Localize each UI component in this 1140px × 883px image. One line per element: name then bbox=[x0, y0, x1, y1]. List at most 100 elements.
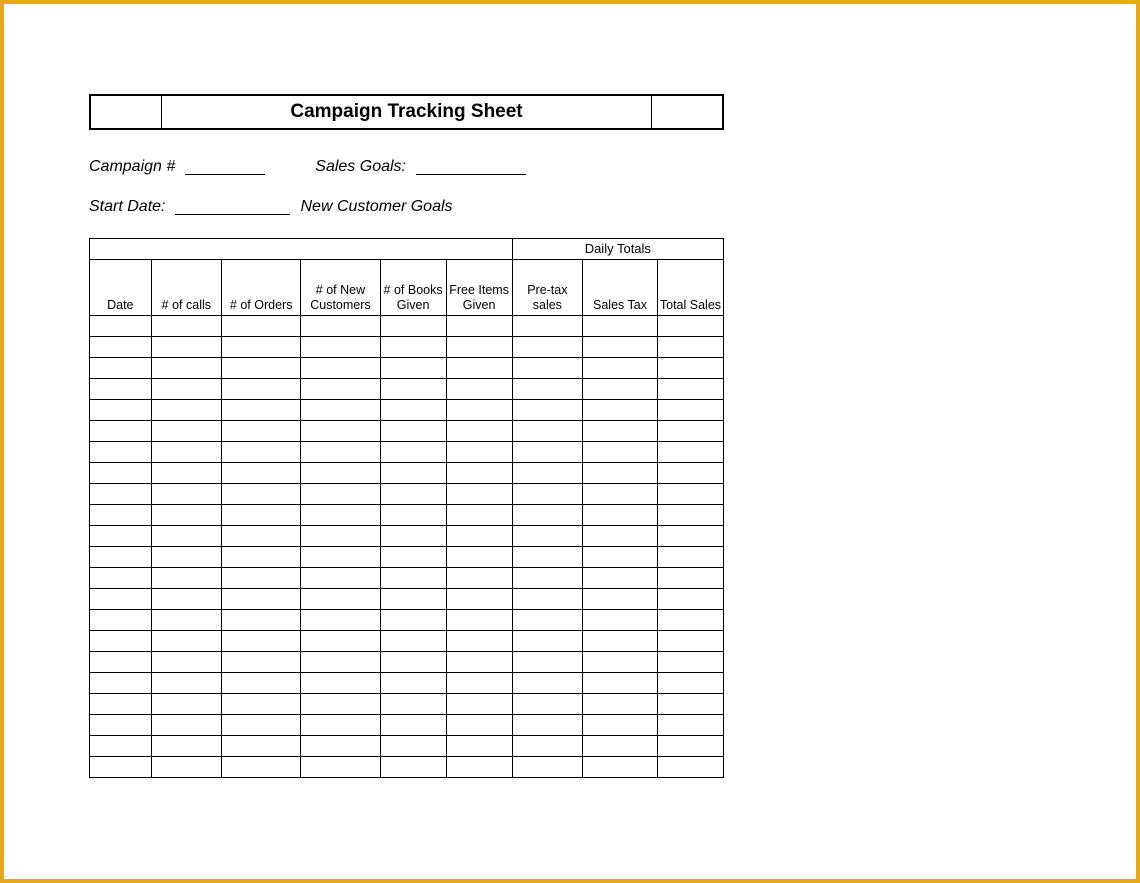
table-cell[interactable] bbox=[90, 462, 152, 483]
table-cell[interactable] bbox=[583, 525, 658, 546]
table-cell[interactable] bbox=[222, 462, 301, 483]
table-cell[interactable] bbox=[380, 378, 446, 399]
table-cell[interactable] bbox=[90, 609, 152, 630]
table-cell[interactable] bbox=[222, 504, 301, 525]
table-cell[interactable] bbox=[583, 315, 658, 336]
table-cell[interactable] bbox=[151, 399, 221, 420]
table-cell[interactable] bbox=[446, 420, 512, 441]
table-cell[interactable] bbox=[222, 357, 301, 378]
table-cell[interactable] bbox=[380, 651, 446, 672]
table-cell[interactable] bbox=[512, 609, 582, 630]
table-cell[interactable] bbox=[657, 735, 723, 756]
table-cell[interactable] bbox=[512, 546, 582, 567]
table-cell[interactable] bbox=[657, 651, 723, 672]
table-cell[interactable] bbox=[446, 357, 512, 378]
table-cell[interactable] bbox=[90, 525, 152, 546]
table-cell[interactable] bbox=[657, 756, 723, 777]
table-cell[interactable] bbox=[512, 630, 582, 651]
table-cell[interactable] bbox=[380, 567, 446, 588]
table-cell[interactable] bbox=[301, 399, 380, 420]
table-cell[interactable] bbox=[380, 504, 446, 525]
table-cell[interactable] bbox=[301, 546, 380, 567]
table-cell[interactable] bbox=[583, 546, 658, 567]
table-cell[interactable] bbox=[657, 546, 723, 567]
table-cell[interactable] bbox=[657, 483, 723, 504]
table-cell[interactable] bbox=[583, 357, 658, 378]
table-cell[interactable] bbox=[583, 462, 658, 483]
table-cell[interactable] bbox=[90, 378, 152, 399]
table-cell[interactable] bbox=[90, 336, 152, 357]
table-cell[interactable] bbox=[446, 378, 512, 399]
table-cell[interactable] bbox=[222, 315, 301, 336]
table-cell[interactable] bbox=[301, 315, 380, 336]
table-cell[interactable] bbox=[222, 378, 301, 399]
table-cell[interactable] bbox=[583, 630, 658, 651]
table-cell[interactable] bbox=[512, 420, 582, 441]
table-cell[interactable] bbox=[90, 756, 152, 777]
table-cell[interactable] bbox=[301, 735, 380, 756]
table-cell[interactable] bbox=[657, 588, 723, 609]
table-cell[interactable] bbox=[380, 735, 446, 756]
table-cell[interactable] bbox=[90, 420, 152, 441]
table-cell[interactable] bbox=[222, 588, 301, 609]
table-cell[interactable] bbox=[583, 378, 658, 399]
table-cell[interactable] bbox=[380, 420, 446, 441]
table-cell[interactable] bbox=[151, 546, 221, 567]
table-cell[interactable] bbox=[446, 609, 512, 630]
table-cell[interactable] bbox=[512, 714, 582, 735]
table-cell[interactable] bbox=[512, 756, 582, 777]
table-cell[interactable] bbox=[446, 651, 512, 672]
table-cell[interactable] bbox=[90, 714, 152, 735]
table-cell[interactable] bbox=[583, 567, 658, 588]
table-cell[interactable] bbox=[380, 672, 446, 693]
table-cell[interactable] bbox=[90, 399, 152, 420]
table-cell[interactable] bbox=[512, 336, 582, 357]
table-cell[interactable] bbox=[446, 546, 512, 567]
table-cell[interactable] bbox=[512, 525, 582, 546]
table-cell[interactable] bbox=[512, 357, 582, 378]
table-cell[interactable] bbox=[222, 441, 301, 462]
table-cell[interactable] bbox=[583, 420, 658, 441]
table-cell[interactable] bbox=[512, 672, 582, 693]
table-cell[interactable] bbox=[301, 441, 380, 462]
table-cell[interactable] bbox=[90, 441, 152, 462]
table-cell[interactable] bbox=[222, 567, 301, 588]
table-cell[interactable] bbox=[151, 336, 221, 357]
table-cell[interactable] bbox=[446, 588, 512, 609]
table-cell[interactable] bbox=[151, 609, 221, 630]
table-cell[interactable] bbox=[380, 630, 446, 651]
table-cell[interactable] bbox=[512, 651, 582, 672]
table-cell[interactable] bbox=[512, 462, 582, 483]
table-cell[interactable] bbox=[657, 714, 723, 735]
table-cell[interactable] bbox=[583, 693, 658, 714]
table-cell[interactable] bbox=[512, 378, 582, 399]
table-cell[interactable] bbox=[512, 441, 582, 462]
table-cell[interactable] bbox=[583, 441, 658, 462]
table-cell[interactable] bbox=[512, 693, 582, 714]
table-cell[interactable] bbox=[380, 588, 446, 609]
table-cell[interactable] bbox=[583, 672, 658, 693]
table-cell[interactable] bbox=[380, 525, 446, 546]
table-cell[interactable] bbox=[583, 714, 658, 735]
table-cell[interactable] bbox=[90, 357, 152, 378]
table-cell[interactable] bbox=[301, 525, 380, 546]
table-cell[interactable] bbox=[301, 504, 380, 525]
table-cell[interactable] bbox=[446, 462, 512, 483]
table-cell[interactable] bbox=[380, 546, 446, 567]
table-cell[interactable] bbox=[512, 399, 582, 420]
table-cell[interactable] bbox=[151, 441, 221, 462]
table-cell[interactable] bbox=[380, 357, 446, 378]
table-cell[interactable] bbox=[90, 693, 152, 714]
table-cell[interactable] bbox=[380, 756, 446, 777]
table-cell[interactable] bbox=[380, 609, 446, 630]
table-cell[interactable] bbox=[301, 336, 380, 357]
table-cell[interactable] bbox=[151, 693, 221, 714]
table-cell[interactable] bbox=[380, 336, 446, 357]
table-cell[interactable] bbox=[151, 735, 221, 756]
table-cell[interactable] bbox=[151, 315, 221, 336]
table-cell[interactable] bbox=[380, 399, 446, 420]
table-cell[interactable] bbox=[380, 315, 446, 336]
table-cell[interactable] bbox=[222, 756, 301, 777]
table-cell[interactable] bbox=[380, 441, 446, 462]
table-cell[interactable] bbox=[446, 567, 512, 588]
